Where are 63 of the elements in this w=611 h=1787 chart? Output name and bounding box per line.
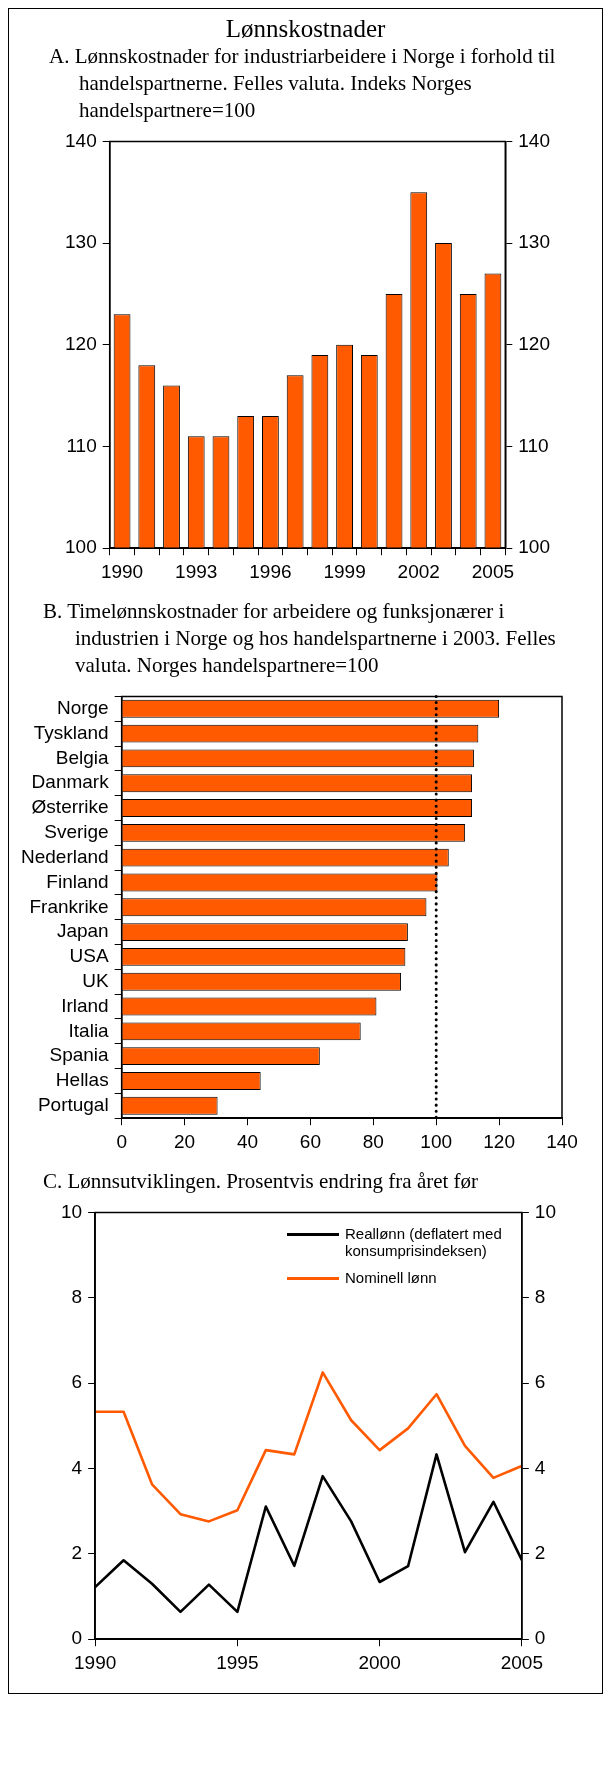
y-tick-label: 130 [65,231,97,253]
y-tick-label: Østerrike [31,796,109,818]
chart-title: Lønnskostnader [224,15,387,43]
y2-tick-label: 110 [518,434,549,456]
y2-tick-label: 6 [534,1371,546,1393]
y-tick-label: Finland [46,870,109,892]
x-tick-label: 2002 [397,560,440,582]
legend-label: Reallønn (deflatert med konsumprisindeksen) [345,1225,503,1259]
x-tick-label: 60 [299,1130,321,1152]
x-tick-label: 100 [420,1130,453,1152]
x-tick-label: 2005 [471,560,515,582]
y2-tick-label: 2 [534,1542,546,1564]
x-tick-label: 1990 [73,1651,117,1673]
y-tick-label: Belgia [55,746,110,768]
y-tick-label: Irland [61,994,109,1016]
x-tick-label: 1993 [175,560,218,582]
y-tick-label: Danmark [31,771,110,793]
x-tick-label: 1990 [100,560,144,582]
y-tick-label: 10 [60,1200,83,1222]
y2-tick-label: 100 [518,536,550,558]
x-tick-label: 0 [116,1130,127,1152]
x-tick-label: 2000 [358,1651,401,1673]
y-tick-label: Spania [49,1044,110,1066]
y-tick-label: USA [69,945,109,967]
y-tick-label: 120 [65,333,97,355]
y-tick-label: 6 [71,1371,83,1393]
y-tick-label: Italia [68,1019,110,1041]
x-tick-label: 2005 [500,1651,544,1673]
y-tick-label: Hellas [55,1069,109,1091]
y-tick-label: Nederland [21,845,109,867]
chart-title: B. Timelønnskostnader for arbeidere og funksjonærer i industrien i Norge og hos handelspartnerne i 2003. Felles valuta. Norges handelspartnere=100 [42,598,557,679]
y-tick-label: Norge [56,697,109,719]
y-tick-label: 100 [65,536,97,558]
x-tick-label: 20 [174,1130,196,1152]
y-tick-label: UK [82,969,109,991]
y-tick-label: 0 [71,1627,83,1649]
x-tick-label: 80 [362,1130,384,1152]
x-tick-label: 40 [236,1130,259,1152]
y-tick-label: 110 [66,434,97,456]
legend-label: Nominell lønn [345,1269,438,1286]
y-tick-label: 4 [71,1456,83,1478]
x-tick-label: 120 [483,1130,515,1152]
x-tick-label: 140 [546,1130,578,1152]
y-tick-label: Portugal [37,1094,109,1116]
y-tick-label: Tyskland [33,721,109,743]
y2-tick-label: 4 [534,1456,546,1478]
y-tick-label: 140 [65,129,97,151]
y-tick-label: 2 [71,1542,83,1564]
y-tick-label: 8 [71,1285,83,1307]
chart-subtitle: A. Lønnskostnader for industriarbeidere i Norge i forhold til handelspartnerne. Felles valuta. Indeks Norges handelspartnere=100 [48,43,557,124]
y2-tick-label: 8 [534,1285,546,1307]
x-tick-label: 1996 [249,560,292,582]
x-tick-label: 1995 [216,1651,259,1673]
x-tick-label: 1999 [323,560,366,582]
y2-tick-label: 140 [518,129,550,151]
y2-tick-label: 130 [518,231,550,253]
y-tick-label: Japan [56,920,109,942]
y2-tick-label: 10 [534,1200,557,1222]
chart-title: C. Lønnsutviklingen. Prosentvis endring fra året før [42,1168,480,1195]
y2-tick-label: 120 [518,333,550,355]
y2-tick-label: 0 [534,1627,546,1649]
y-tick-label: Sverige [44,821,109,843]
y-tick-label: Frankrike [29,895,109,917]
